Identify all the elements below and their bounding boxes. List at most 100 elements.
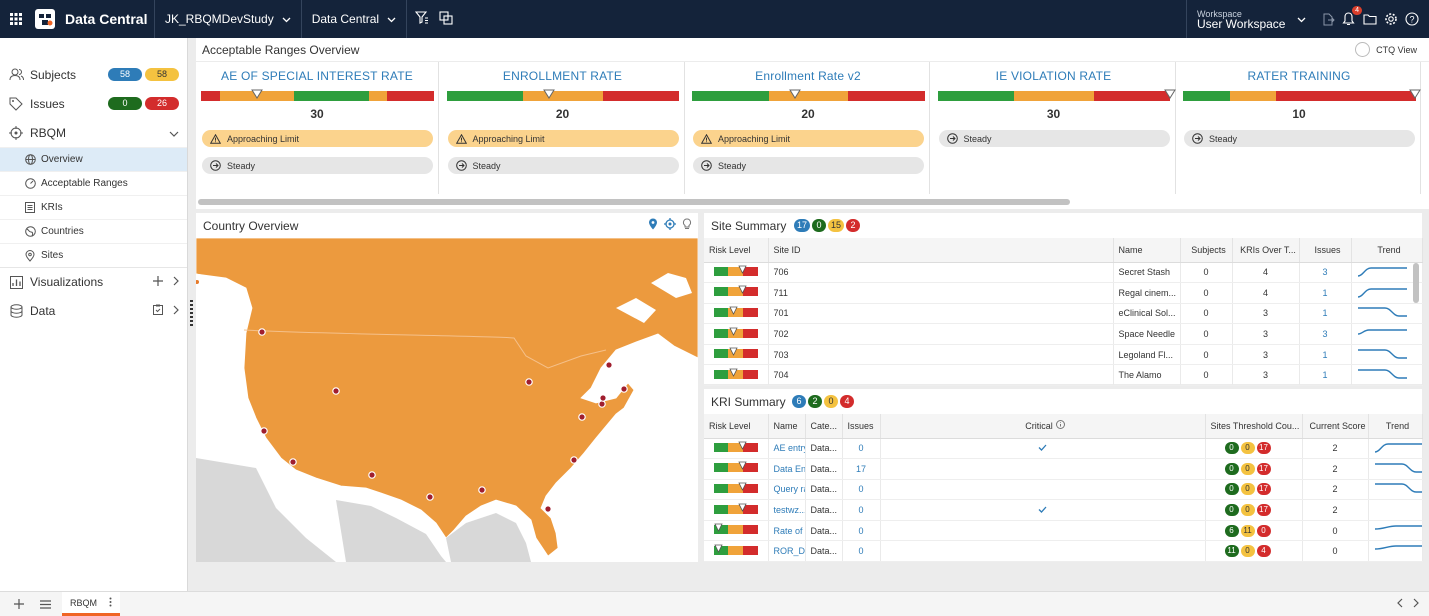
workspace-selector[interactable]: Workspace User Workspace (1187, 9, 1297, 30)
column-header[interactable]: Trend (1368, 414, 1423, 439)
sidebar-item-data[interactable]: Data (0, 296, 187, 325)
issues-link[interactable]: 0 (858, 443, 864, 454)
table-row[interactable]: testwz... Data... 0 0 0 17 2 (704, 499, 1423, 521)
info-icon[interactable] (1055, 420, 1065, 431)
sidebar-item-kris[interactable]: KRIs (0, 195, 187, 219)
kri-name-link[interactable]: testwz... (773, 505, 805, 516)
column-header[interactable]: KRIs Over T... (1232, 238, 1300, 263)
table-row[interactable]: 701 eClinical Sol... 0 3 1 (704, 303, 1423, 325)
kri-name-link[interactable]: Rate of (773, 525, 803, 536)
range-gauge (937, 91, 1171, 101)
table-row[interactable]: 711 Regal cinem... 0 4 1 (704, 282, 1423, 304)
column-header[interactable]: Issues (842, 414, 881, 439)
column-header[interactable]: Sites Threshold Cou... (1205, 414, 1303, 439)
kri-name-link[interactable]: ROR_Dia (773, 546, 805, 557)
kri-card[interactable]: ENROLLMENT RATE 20 Approaching Limit Steady (442, 62, 685, 194)
table-row[interactable]: Rate of Data... 0 6 11 0 0 (704, 520, 1423, 542)
map-pin-icon[interactable] (648, 218, 658, 233)
sidebar-item-rbqm[interactable]: RBQM (0, 118, 187, 147)
toggle-switch[interactable] (1355, 42, 1371, 57)
issues-link[interactable]: 0 (858, 505, 864, 516)
column-header[interactable]: Risk Level (704, 238, 769, 263)
add-icon[interactable] (12, 597, 26, 611)
issues-link[interactable]: 0 (858, 546, 864, 557)
study-dropdown[interactable]: JK_RBQMDevStudy (155, 0, 301, 38)
issues-link[interactable]: 3 (1322, 329, 1328, 340)
chevron-down-icon[interactable] (169, 126, 179, 140)
sheet-tab-rbqm[interactable]: RBQM (62, 592, 120, 616)
kri-name-link[interactable]: Data En (773, 463, 805, 474)
table-row[interactable]: 706 Secret Stash 0 4 3 (704, 262, 1423, 284)
area-dropdown[interactable]: Data Central (302, 0, 406, 38)
horizontal-scrollbar[interactable] (196, 194, 1429, 209)
chevron-right-icon[interactable] (173, 304, 179, 318)
column-header[interactable]: Trend (1351, 238, 1423, 263)
sidebar-item-subjects[interactable]: Subjects 58 58 (0, 60, 187, 89)
column-header[interactable]: Risk Level (704, 414, 769, 439)
kri-card[interactable]: Enrollment Rate v2 20 Approaching Limit Ste… (687, 62, 930, 194)
issues-link[interactable]: 0 (858, 525, 864, 536)
kri-name-link[interactable]: AE entry (773, 443, 805, 454)
sidebar-item-countries[interactable]: Countries (0, 219, 187, 243)
issues-link[interactable]: 0 (858, 484, 864, 495)
issues-link[interactable]: 17 (855, 463, 866, 474)
sidebar-item-visualizations[interactable]: Visualizations (0, 267, 187, 296)
kri-card[interactable]: RATER TRAINING 10 Steady (1178, 62, 1421, 194)
export-icon[interactable] (1320, 12, 1335, 27)
chevron-right-icon[interactable] (173, 275, 179, 289)
issues-link[interactable]: 1 (1322, 349, 1328, 360)
issues-link[interactable]: 1 (1322, 308, 1328, 319)
current-score-cell: 2 (1302, 458, 1369, 480)
locate-icon[interactable] (664, 218, 676, 233)
table-row[interactable]: AE entry Data... 0 0 0 17 2 (704, 438, 1423, 460)
column-header[interactable]: Name (1113, 238, 1181, 263)
scrollbar-thumb[interactable] (198, 199, 1070, 205)
arrow-right-circle-icon (455, 160, 467, 171)
table-row[interactable]: Data En Data... 17 0 0 17 2 (704, 458, 1423, 480)
bell-icon[interactable]: 4 (1341, 5, 1362, 27)
sidebar-item-sites[interactable]: Sites (0, 243, 187, 267)
chevron-right-icon[interactable] (1413, 597, 1419, 611)
chevron-down-icon[interactable] (1297, 12, 1306, 26)
ctq-view-toggle[interactable]: CTQ View (1355, 42, 1417, 57)
gear-icon[interactable] (1383, 12, 1398, 27)
help-icon[interactable]: ? (1404, 12, 1419, 27)
table-row[interactable]: 704 The Alamo 0 3 1 (704, 364, 1423, 387)
column-header[interactable]: Name (768, 414, 806, 439)
kri-name-link[interactable]: Query ra (773, 484, 805, 495)
menu-icon[interactable] (38, 597, 52, 611)
column-header[interactable]: Current Score (1302, 414, 1369, 439)
sidebar-item-overview[interactable]: Overview (0, 147, 187, 171)
sidebar-item-acceptable-ranges[interactable]: Acceptable Ranges (0, 171, 187, 195)
chevron-left-icon[interactable] (1397, 597, 1403, 611)
column-header[interactable]: Critical (880, 414, 1206, 439)
column-header[interactable]: Issues (1299, 238, 1352, 263)
risk-marker (738, 461, 747, 471)
issues-link[interactable]: 1 (1322, 287, 1328, 298)
kri-cards: AE OF SPECIAL INTEREST RATE 30 Approaching… (196, 62, 1429, 194)
folder-icon[interactable] (1362, 12, 1377, 27)
clipboard-icon[interactable] (153, 304, 163, 318)
kri-card[interactable]: IE VIOLATION RATE 30 Steady (933, 62, 1176, 194)
table-row[interactable]: 702 Space Needle 0 3 3 (704, 323, 1423, 345)
more-vertical-icon[interactable] (109, 597, 112, 609)
subjects-cell: 0 (1180, 344, 1233, 366)
vertical-scrollbar[interactable] (1413, 263, 1419, 303)
sidebar-item-issues[interactable]: Issues 0 26 (0, 89, 187, 118)
copy-icon[interactable] (439, 10, 453, 28)
add-icon[interactable] (153, 275, 163, 289)
column-header[interactable]: Site ID (768, 238, 1114, 263)
issues-link[interactable]: 3 (1322, 267, 1328, 278)
app-grid-icon[interactable] (0, 0, 32, 38)
column-header[interactable]: Subjects (1180, 238, 1233, 263)
kri-card[interactable]: AE OF SPECIAL INTEREST RATE 30 Approaching… (196, 62, 439, 194)
table-row[interactable]: 703 Legoland Fl... 0 3 1 (704, 344, 1423, 366)
filter-icon[interactable] (414, 11, 429, 27)
panel-resize-handle[interactable] (190, 300, 193, 326)
issues-link[interactable]: 1 (1322, 370, 1328, 381)
country-map[interactable] (196, 238, 698, 562)
lightbulb-icon[interactable] (682, 218, 692, 233)
column-header[interactable]: Cate... (805, 414, 843, 439)
